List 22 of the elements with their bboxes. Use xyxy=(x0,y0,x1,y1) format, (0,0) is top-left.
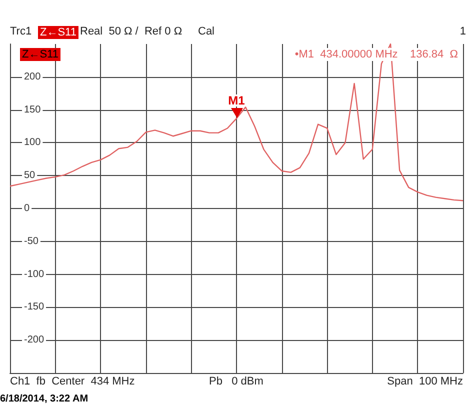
text: Real 50 Ω / Ref 0 Ω xyxy=(80,26,182,38)
annotation: M1 xyxy=(228,93,246,108)
y-tick-label: 0 xyxy=(24,203,30,214)
text: Span 100 MHz xyxy=(387,376,464,388)
text: 6/18/2014, 3:22 AM xyxy=(0,394,88,404)
y-tick-label: -100 xyxy=(24,268,44,280)
text: Ch1 fb Center 434 MHz xyxy=(10,376,135,388)
annotation: Z←S11 xyxy=(22,48,58,60)
line-series xyxy=(9,43,464,202)
text: Trc1 xyxy=(10,26,32,38)
y-tick-label: -50 xyxy=(24,236,39,247)
y-tick-label: 50 xyxy=(24,170,36,182)
y-tick-label: 150 xyxy=(24,104,42,116)
y-tick-label: 200 xyxy=(24,71,42,82)
y-tick-label: -150 xyxy=(24,302,44,313)
y-tick-label: -200 xyxy=(24,334,44,346)
text: Z←S11 xyxy=(40,26,76,38)
annotation: •M1 434.00000 MHz 136.84 Ω xyxy=(294,48,458,60)
text: 1 xyxy=(460,26,466,38)
text: Pb 0 dBm xyxy=(209,376,264,388)
y-tick-label: 100 xyxy=(24,137,42,148)
text: Cal xyxy=(198,26,215,38)
